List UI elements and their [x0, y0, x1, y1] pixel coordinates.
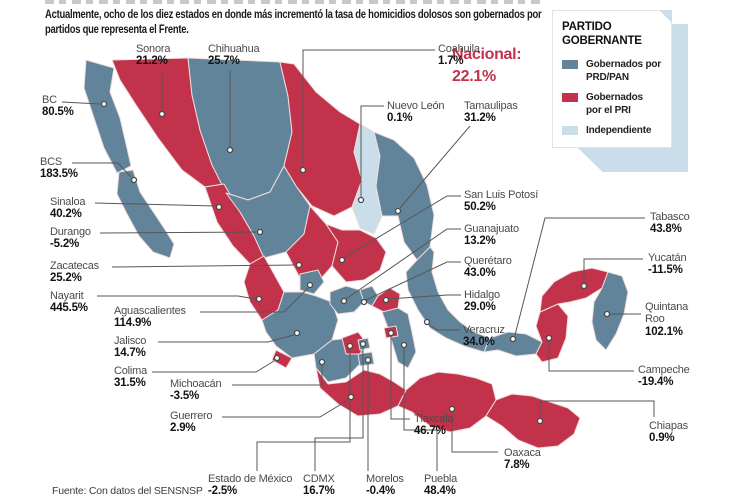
map-dot-nayarit [255, 295, 263, 303]
map-dot-cdmx [359, 340, 367, 348]
map-dots [100, 100, 611, 425]
legend: PARTIDO GOBERNANTE Gobernados por PRD/PA… [552, 10, 672, 148]
legend-title: PARTIDO GOBERNANTE [562, 21, 642, 48]
leader-line-guanajuato [345, 228, 461, 300]
leader-line-cdmx [314, 347, 364, 471]
state-shapes [83, 57, 629, 449]
legend-item-prdpan: Gobernados por PRD/PAN [562, 58, 663, 84]
state-shape-oaxaca [397, 371, 497, 433]
leader-line-aguascalientes [200, 287, 309, 313]
state-shape-aguascalientes [299, 269, 325, 295]
map-dot-oaxaca [448, 405, 456, 413]
map-dot-tamaulipas [394, 207, 402, 215]
state-shape-chiapas [485, 393, 581, 449]
leader-line-zacatecas [111, 264, 296, 268]
map-dot-morelos [364, 356, 372, 364]
leader-line-tamaulipas [399, 125, 471, 209]
prdpan-color-swatch [562, 59, 578, 69]
ind-color-swatch [562, 125, 578, 135]
national-value: 22.1% [452, 67, 496, 85]
national-label: Nacional: [452, 46, 522, 63]
map-dot-edomex [346, 342, 354, 350]
map-dot-guerrero [347, 393, 355, 401]
leader-line-nayarit [97, 295, 257, 300]
map-dot-slp [338, 256, 346, 264]
source-credit: Fuente: Con datos del SENSNSP [52, 485, 203, 497]
state-shape-tamaulipas [373, 131, 435, 261]
state-shape-bc [83, 59, 132, 174]
map-dot-nuevoleon [357, 196, 365, 204]
legend-item-ind: Independiente [562, 124, 663, 137]
map-dot-hidalgo [382, 296, 390, 304]
intro-text: Actualmente, ocho de los diez estados en… [45, 9, 542, 37]
map-dot-michoacan [318, 358, 326, 366]
leader-line-sinaloa [94, 202, 216, 207]
leader-line-hidalgo [387, 294, 461, 300]
map-dot-guanajuato [340, 297, 348, 305]
leader-line-puebla [403, 348, 438, 471]
state-shape-campeche [535, 303, 569, 363]
leader-line-queretaro [365, 261, 461, 301]
leader-line-campeche [548, 341, 634, 372]
leader-line-chiapas [539, 400, 655, 418]
map-dot-chiapas [536, 417, 544, 425]
legend-item-pri: Gobernados por el PRI [562, 91, 663, 117]
map-dot-sinaloa [215, 203, 223, 211]
map-dot-qroo [603, 310, 611, 318]
state-shape-tabasco [483, 331, 543, 357]
map-dot-bc [100, 100, 108, 108]
map-dot-durango [256, 228, 264, 236]
map-dot-tabasco [509, 335, 517, 343]
state-shape-bcs [116, 169, 175, 259]
leader-line-nuevoleon [360, 105, 384, 197]
map-dot-aguascalientes [306, 281, 314, 289]
map-dot-coahuila [299, 166, 307, 174]
leader-line-durango [99, 231, 257, 234]
leader-line-bcs [72, 162, 132, 178]
map-dot-campeche [545, 334, 553, 342]
map-dot-queretaro [360, 298, 368, 306]
state-shape-jalisco [261, 291, 339, 359]
state-shape-puebla [381, 307, 417, 369]
map-dot-tlaxcala [387, 329, 395, 337]
pri-color-swatch [562, 92, 578, 102]
map-dot-veracruz [423, 318, 431, 326]
map-dot-sonora [158, 110, 166, 118]
leader-line-michoacan [232, 365, 323, 386]
map-dot-colima [273, 354, 281, 362]
legend-label-ind: Independiente [586, 124, 652, 136]
legend-label-prdpan: Gobernados por PRD/PAN [586, 58, 661, 83]
state-shape-qroo [591, 271, 629, 351]
map-dot-zacatecas [295, 261, 303, 269]
map-dot-jalisco [293, 329, 301, 337]
leader-line-yucatan [583, 258, 643, 283]
leader-line-guerrero [222, 399, 349, 418]
map-dot-yucatan [580, 282, 588, 290]
leader-line-tabasco [514, 217, 645, 336]
leader-line-veracruz [428, 324, 460, 331]
state-shape-colima [271, 349, 293, 369]
leader-line-oaxaca [451, 412, 498, 453]
leader-line-colima [152, 360, 275, 373]
state-shape-slp [325, 223, 387, 283]
leader-lines [61, 49, 655, 471]
leader-line-tlaxcala [390, 336, 410, 420]
leader-line-slp [343, 195, 461, 259]
map-dot-chihuahua [226, 146, 234, 154]
leader-line-bc [61, 101, 101, 105]
map-dot-puebla [400, 341, 408, 349]
map-dot-bcs [130, 176, 138, 184]
state-shape-veracruz [405, 246, 491, 353]
leader-line-coahuila [302, 49, 435, 167]
cropped-text-artifact [45, 0, 540, 4]
leader-line-jalisco [158, 334, 295, 343]
legend-label-pri: Gobernados por el PRI [586, 91, 643, 116]
national-rate: Nacional: 22.1% [452, 44, 522, 87]
